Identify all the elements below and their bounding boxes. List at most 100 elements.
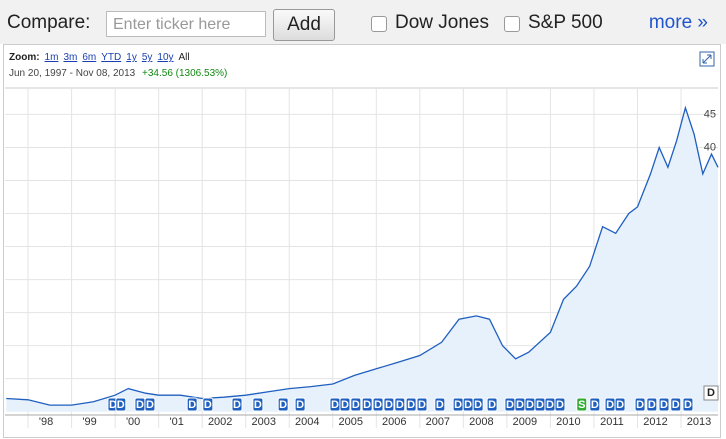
- event-label: D: [672, 399, 680, 411]
- event-label: D: [488, 399, 496, 411]
- event-flag: D: [589, 397, 601, 412]
- event-flag: D: [231, 397, 243, 412]
- x-tick-label: 2004: [295, 416, 319, 428]
- event-flag: D: [504, 397, 516, 412]
- event-label: D: [341, 399, 349, 411]
- event-flag: D: [383, 397, 395, 412]
- event-label: D: [418, 399, 426, 411]
- add-button[interactable]: Add: [273, 9, 335, 41]
- event-marker: [634, 397, 646, 412]
- event-flag: D: [472, 397, 484, 412]
- range-separator: -: [69, 68, 73, 79]
- event-label: D: [454, 399, 462, 411]
- event-marker: [186, 397, 198, 412]
- event-marker: [670, 397, 682, 412]
- event-label: D: [363, 399, 371, 411]
- event-flag: D: [634, 397, 646, 412]
- event-label: D: [636, 399, 644, 411]
- event-marker: [472, 397, 484, 412]
- event-key: D: [707, 387, 715, 399]
- event-marker: [682, 397, 694, 412]
- event-marker: [202, 397, 214, 412]
- event-label: D: [606, 399, 614, 411]
- zoom-link[interactable]: 1m: [44, 52, 59, 63]
- zoom-link[interactable]: 5y: [141, 52, 153, 63]
- ticker-input[interactable]: Enter ticker here: [106, 11, 266, 37]
- event-marker: [646, 397, 658, 412]
- checkbox[interactable]: [371, 16, 387, 32]
- more-link[interactable]: more »: [648, 12, 708, 33]
- zoom-link[interactable]: 3m: [63, 52, 78, 63]
- event-flag: D: [682, 397, 694, 412]
- event-label: D: [536, 399, 544, 411]
- y-tick-label: 40: [704, 141, 716, 153]
- event-flag: S: [576, 397, 588, 412]
- date-range: Jun 20, 1997 - Nov 08, 2013 +34.56 (1306…: [9, 68, 227, 79]
- zoom-link[interactable]: YTD: [101, 52, 122, 63]
- event-marker: [486, 397, 498, 412]
- event-flag: D: [534, 397, 546, 412]
- chart-frame: [3, 44, 721, 438]
- event-label: D: [331, 399, 339, 411]
- event-label: D: [546, 399, 554, 411]
- y-tick-label: 45: [704, 108, 716, 120]
- event-marker: [144, 397, 156, 412]
- x-tick-label: 2009: [513, 416, 537, 428]
- event-marker: [416, 397, 428, 412]
- event-label: D: [146, 399, 154, 411]
- event-marker: [576, 397, 588, 412]
- compare-option[interactable]: S&P 500: [528, 12, 603, 33]
- event-label: D: [506, 399, 514, 411]
- x-tick-label: 2005: [339, 416, 363, 428]
- event-flag: D: [144, 397, 156, 412]
- event-label: D: [188, 399, 196, 411]
- x-tick-label: 2007: [426, 416, 450, 428]
- event-marker: [294, 397, 306, 412]
- event-marker: [361, 397, 373, 412]
- event-marker: [115, 397, 127, 412]
- event-marker: [658, 397, 670, 412]
- event-marker: [554, 397, 566, 412]
- event-flag: D: [514, 397, 526, 412]
- event-flag: D: [604, 397, 616, 412]
- event-key-box: [703, 385, 719, 401]
- zoom-bar: Zoom: 1m 3m 6m YTD 1y 5y 10y All: [9, 52, 190, 63]
- event-label: D: [616, 399, 624, 411]
- range-change: +34.56 (1306.53%): [142, 68, 228, 79]
- zoom-link[interactable]: 10y: [157, 52, 174, 63]
- compare-option[interactable]: Dow Jones: [395, 12, 489, 33]
- range-end: Nov 08, 2013: [75, 68, 136, 79]
- event-flag: D: [554, 397, 566, 412]
- event-label: D: [296, 399, 304, 411]
- event-flag: D: [372, 397, 384, 412]
- x-tick-label: 2012: [643, 416, 667, 428]
- event-marker: [405, 397, 417, 412]
- event-label: D: [109, 399, 117, 411]
- event-label: D: [474, 399, 482, 411]
- zoom-link[interactable]: 6m: [82, 52, 97, 63]
- checkbox[interactable]: [504, 16, 520, 32]
- range-start: Jun 20, 1997: [9, 68, 67, 79]
- event-label: D: [648, 399, 656, 411]
- event-flag: D: [186, 397, 198, 412]
- event-flag: D: [544, 397, 556, 412]
- x-tick-label: '99: [82, 416, 96, 428]
- x-tick-label: '01: [169, 416, 183, 428]
- event-label: D: [385, 399, 393, 411]
- event-marker: [394, 397, 406, 412]
- event-label: D: [117, 399, 125, 411]
- zoom-link[interactable]: 1y: [126, 52, 137, 63]
- event-flag: D: [405, 397, 417, 412]
- event-flag: D: [462, 397, 474, 412]
- event-label: D: [556, 399, 564, 411]
- event-label: D: [526, 399, 534, 411]
- event-label: D: [396, 399, 404, 411]
- area-fill: [6, 107, 719, 412]
- event-label: D: [279, 399, 287, 411]
- event-flag: D: [394, 397, 406, 412]
- zoom-current[interactable]: All: [178, 52, 190, 63]
- event-flag: D: [416, 397, 428, 412]
- x-tick-label: 2006: [382, 416, 406, 428]
